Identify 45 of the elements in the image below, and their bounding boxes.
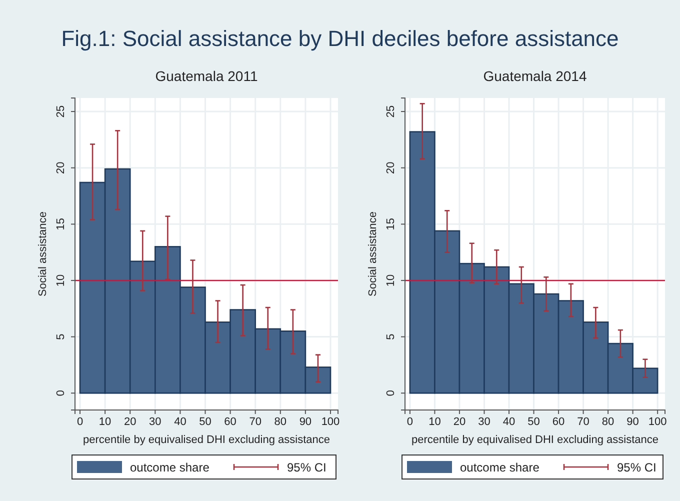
x-tick-label: 30 <box>149 416 162 428</box>
y-axis-title: Social assistance <box>367 212 379 296</box>
x-tick-label: 40 <box>502 416 516 428</box>
x-tick-label: 20 <box>124 416 136 428</box>
x-tick-label: 20 <box>453 416 466 428</box>
y-tick-label: 15 <box>55 218 67 230</box>
y-tick-label: 10 <box>55 274 67 287</box>
y-tick-label: 20 <box>385 162 397 174</box>
x-tick-label: 100 <box>321 416 340 428</box>
x-tick-label: 80 <box>274 416 287 428</box>
y-tick-label: 15 <box>385 218 397 230</box>
x-tick-label: 30 <box>478 416 490 428</box>
x-tick-label: 10 <box>98 416 112 428</box>
y-tick-label: 10 <box>385 274 397 287</box>
x-tick-label: 40 <box>174 416 186 428</box>
y-tick-label: 5 <box>385 334 397 340</box>
y-tick-label: 5 <box>55 334 67 340</box>
x-tick-label: 90 <box>626 416 639 428</box>
x-axis-title: percentile by equivalised DHI excluding assistance <box>82 434 330 446</box>
chart-title: Fig.1: Social assistance by DHI deciles before assistance <box>61 26 619 51</box>
legend-label: outcome share <box>460 460 540 474</box>
x-tick-label: 90 <box>299 416 312 428</box>
y-tick-label: 0 <box>385 390 397 396</box>
text: 95% CI <box>617 460 656 474</box>
legend-label: outcome share <box>130 460 210 474</box>
x-tick-label: 80 <box>602 416 614 428</box>
text: 95% CI <box>287 460 326 474</box>
x-tick-label: 0 <box>406 416 414 428</box>
x-axis-title: percentile by equivalised DHI excluding assistance <box>411 434 659 446</box>
y-tick-label: 25 <box>385 105 397 118</box>
y-tick-label: 20 <box>55 162 67 174</box>
x-tick-label: 100 <box>648 416 667 428</box>
x-tick-label: 70 <box>577 416 590 428</box>
x-tick-label: 50 <box>528 416 540 428</box>
x-tick-label: 10 <box>428 416 441 428</box>
x-tick-label: 60 <box>552 416 565 428</box>
x-tick-label: 0 <box>76 416 84 428</box>
y-axis-title: Social assistance <box>37 212 49 296</box>
chart-title: Guatemala 2014 <box>483 68 587 84</box>
chart-subtitle: Guatemala 2011 <box>155 68 258 84</box>
y-tick-label: 25 <box>55 105 67 118</box>
x-tick-label: 60 <box>224 416 236 428</box>
y-tick-label: 0 <box>55 390 67 396</box>
x-tick-label: 50 <box>199 416 212 428</box>
x-tick-label: 70 <box>249 416 262 428</box>
